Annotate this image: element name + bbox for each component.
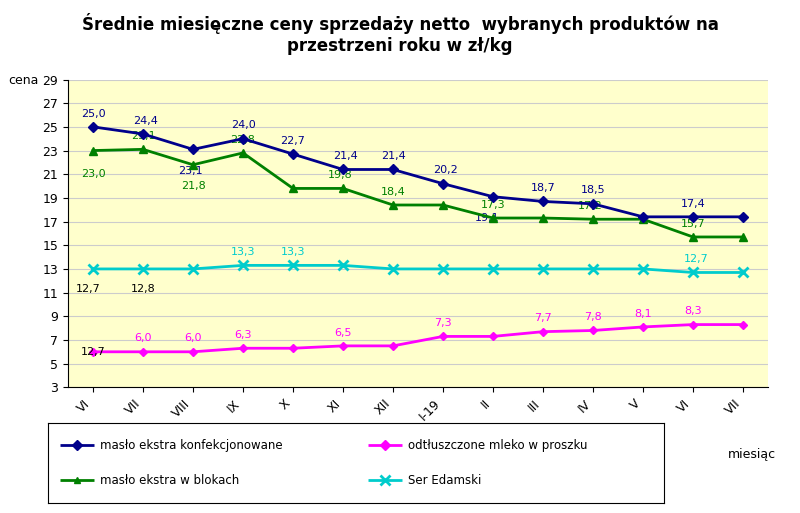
Text: 13,3: 13,3 (281, 247, 306, 257)
Text: 6,0: 6,0 (184, 333, 202, 344)
Text: 22,7: 22,7 (281, 136, 306, 146)
Text: masło ekstra konfekcjonowane: masło ekstra konfekcjonowane (100, 439, 283, 452)
Text: 21,8: 21,8 (181, 182, 206, 191)
Text: 19,1: 19,1 (475, 213, 500, 223)
Text: 7,3: 7,3 (434, 318, 452, 328)
Text: miesiąc: miesiąc (728, 447, 776, 461)
Text: Średnie miesięczne ceny sprzedaży netto  wybranych produktów na
przestrzeni roku: Średnie miesięczne ceny sprzedaży netto … (82, 13, 718, 54)
Text: 19,8: 19,8 (328, 170, 353, 180)
Text: 25,0: 25,0 (81, 109, 106, 119)
Text: 12,7: 12,7 (683, 254, 708, 264)
Text: 17,4: 17,4 (681, 199, 706, 208)
Text: 6,5: 6,5 (334, 327, 352, 338)
Text: 18,4: 18,4 (381, 187, 406, 196)
Text: 15,7: 15,7 (681, 219, 706, 229)
Text: 17,2: 17,2 (578, 201, 602, 211)
Text: 20,2: 20,2 (434, 165, 458, 175)
Text: 6,0: 6,0 (134, 333, 152, 344)
Text: 24,4: 24,4 (134, 115, 158, 126)
Text: cena: cena (8, 74, 38, 87)
Text: 18,7: 18,7 (530, 183, 555, 193)
Text: 8,1: 8,1 (634, 309, 652, 319)
Text: 13,3: 13,3 (230, 247, 255, 257)
Text: 23,0: 23,0 (81, 169, 106, 179)
Text: 8,3: 8,3 (684, 306, 702, 316)
Text: 12,8: 12,8 (130, 284, 155, 294)
Text: 23,1: 23,1 (130, 131, 155, 141)
Text: 7,7: 7,7 (534, 313, 552, 323)
Text: 24,0: 24,0 (230, 121, 255, 130)
Text: 22,8: 22,8 (230, 134, 255, 145)
Text: 12,7: 12,7 (81, 347, 106, 357)
Text: 21,4: 21,4 (381, 151, 406, 161)
Text: 18,5: 18,5 (581, 186, 606, 195)
Text: 17,3: 17,3 (481, 200, 506, 210)
Text: 23,1: 23,1 (178, 166, 202, 176)
Text: 21,4: 21,4 (334, 151, 358, 161)
Text: 12,7: 12,7 (76, 284, 100, 294)
Text: masło ekstra w blokach: masło ekstra w blokach (100, 474, 240, 487)
Text: 7,8: 7,8 (584, 312, 602, 322)
Text: 6,3: 6,3 (234, 330, 252, 340)
Text: Ser Edamski: Ser Edamski (408, 474, 482, 487)
Text: odtłuszczone mleko w proszku: odtłuszczone mleko w proszku (408, 439, 588, 452)
